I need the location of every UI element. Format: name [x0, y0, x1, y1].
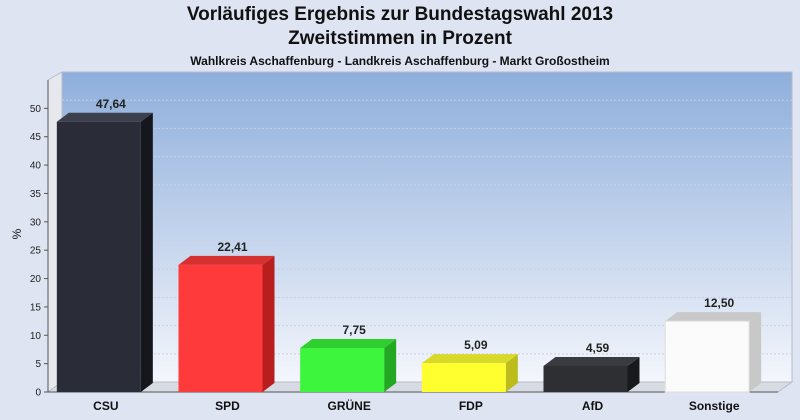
chart-title: Vorläufiges Ergebnis zur Bundestagswahl … [186, 4, 614, 25]
x-tick-label: GRÜNE [327, 398, 370, 413]
y-tick-label: 30 [30, 217, 42, 228]
data-label: 12,50 [704, 296, 734, 310]
chart-subtitle: Zweitstimmen in Prozent [288, 28, 512, 49]
y-tick-label: 45 [30, 132, 42, 143]
x-tick-label: SPD [215, 399, 240, 413]
y-tick-label: 5 [35, 359, 41, 370]
y-tick-label: 0 [35, 388, 41, 399]
y-tick-label: 25 [30, 246, 42, 257]
bar-top [300, 339, 397, 349]
bar [56, 121, 141, 392]
data-label: 4,59 [586, 341, 610, 355]
bar [178, 264, 263, 392]
bar [664, 320, 750, 393]
bar [300, 348, 385, 392]
y-tick-label: 40 [30, 161, 42, 172]
x-tick-label: FDP [459, 399, 483, 413]
bar-top [543, 356, 640, 366]
bar [543, 365, 628, 392]
y-axis-label: % [10, 228, 24, 239]
bar-top [178, 255, 275, 265]
bar-side [262, 255, 275, 392]
bar [421, 363, 506, 392]
bar-side [627, 356, 640, 392]
bar-top [421, 354, 518, 364]
data-label: 7,75 [342, 323, 366, 337]
bar-side [505, 354, 518, 392]
bar-top [665, 312, 762, 322]
bar-side [140, 112, 153, 392]
y-tick-label: 50 [30, 104, 42, 115]
bar-side [384, 339, 397, 392]
y-tick-label: 15 [30, 302, 42, 313]
y-tick-label: 35 [30, 189, 42, 200]
bar-top [56, 112, 153, 122]
y-tick-label: 20 [30, 274, 42, 285]
data-label: 47,64 [96, 97, 126, 111]
data-label: 5,09 [464, 338, 488, 352]
x-tick-label: Sonstige [689, 399, 740, 413]
data-label: 22,41 [217, 240, 247, 254]
x-tick-label: AfD [582, 399, 604, 413]
x-tick-label: CSU [93, 399, 118, 413]
bar-side [749, 312, 762, 392]
chart-caption: Wahlkreis Aschaffenburg - Landkreis Asch… [190, 54, 610, 68]
y-tick-label: 10 [30, 331, 42, 342]
